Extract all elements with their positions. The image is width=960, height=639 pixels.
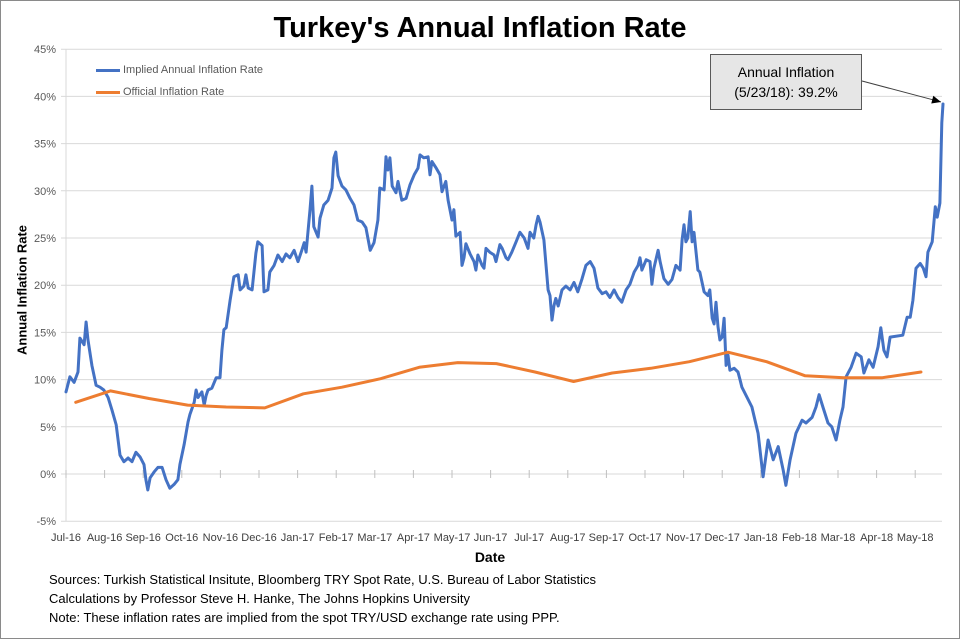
x-tick-label: Aug-17 xyxy=(550,532,585,544)
note-sources: Sources: Turkish Statistical Insitute, B… xyxy=(49,572,596,587)
legend-item-official: Official Inflation Rate xyxy=(96,81,263,103)
gridlines xyxy=(61,48,942,522)
legend-item-implied: Implied Annual Inflation Rate xyxy=(96,59,263,81)
y-axis-label: Annual Inflation Rate xyxy=(14,225,30,355)
legend-swatch-official xyxy=(96,90,120,94)
series-line-implied xyxy=(64,102,945,492)
x-tick-label: Oct-16 xyxy=(165,532,198,544)
x-tick-label: Jan-17 xyxy=(281,532,315,544)
annotation-arrow xyxy=(861,80,942,104)
y-tick-label: 5% xyxy=(40,422,56,434)
x-tick-label: Feb-17 xyxy=(319,532,354,544)
x-tick-label: Nov-17 xyxy=(666,532,701,544)
y-tick-label: 45% xyxy=(34,44,56,56)
x-tick-label: Jul-17 xyxy=(514,532,544,544)
x-tick-label: May-18 xyxy=(897,532,934,544)
x-tick-label: Sep-16 xyxy=(125,532,160,544)
legend-swatch-implied xyxy=(96,68,120,72)
annotation-box: Annual Inflation (5/23/18): 39.2% xyxy=(710,54,862,110)
x-tick-label: Aug-16 xyxy=(87,532,122,544)
x-tick-label: Apr-18 xyxy=(860,532,893,544)
chart-title: Turkey's Annual Inflation Rate xyxy=(273,12,687,44)
series-lines xyxy=(64,102,945,492)
y-tick-label: 20% xyxy=(34,280,56,292)
x-tick-label: May-17 xyxy=(434,532,471,544)
annotation-arrow-line xyxy=(861,80,942,103)
y-tick-label: 35% xyxy=(34,139,56,151)
source-notes: Sources: Turkish Statistical Insitute, B… xyxy=(49,570,596,627)
y-tick-label: 25% xyxy=(34,233,56,245)
x-tick-label: Sep-17 xyxy=(589,532,624,544)
x-tick-label: Apr-17 xyxy=(397,532,430,544)
y-tick-label: 40% xyxy=(34,91,56,103)
y-tick-label: 30% xyxy=(34,186,56,198)
note-calculations: Calculations by Professor Steve H. Hanke… xyxy=(49,591,471,606)
x-tick-label: Oct-17 xyxy=(628,532,661,544)
series-line-official xyxy=(74,350,923,410)
x-tick-label: Dec-17 xyxy=(704,532,739,544)
x-tick-label: Nov-16 xyxy=(203,532,238,544)
x-tick-label: Mar-17 xyxy=(357,532,392,544)
x-tick-label: Mar-18 xyxy=(821,532,856,544)
x-tick-label: Feb-18 xyxy=(782,532,817,544)
x-tick-label: Jan-18 xyxy=(744,532,778,544)
x-axis-label: Date xyxy=(474,549,506,565)
x-axis-ticks: Jul-16 Aug-16 Sep-16 Oct-16 Nov-16 Dec-16 Jan-… xyxy=(51,470,934,544)
y-axis-ticks: -5% 0% 5% 10% 15% 20% 25% 30% 35% 40% 45% xyxy=(34,44,56,528)
y-tick-label: 15% xyxy=(34,327,56,339)
x-tick-label: Jun-17 xyxy=(474,532,508,544)
y-tick-label: 0% xyxy=(40,469,56,481)
annotation-arrow-head xyxy=(931,95,941,104)
annotation-line-1: Annual Inflation xyxy=(737,64,835,80)
y-tick-label: 10% xyxy=(34,375,56,387)
note-methodology: Note: These inflation rates are implied … xyxy=(49,610,560,625)
x-tick-label: Dec-16 xyxy=(241,532,276,544)
legend-label-implied: Implied Annual Inflation Rate xyxy=(123,64,264,76)
y-tick-label: -5% xyxy=(36,516,56,528)
legend: Implied Annual Inflation Rate Official I… xyxy=(96,59,263,103)
x-tick-label: Jul-16 xyxy=(51,532,81,544)
legend-label-official: Official Inflation Rate xyxy=(123,86,225,98)
annotation-line-2: (5/23/18): 39.2% xyxy=(734,84,838,100)
